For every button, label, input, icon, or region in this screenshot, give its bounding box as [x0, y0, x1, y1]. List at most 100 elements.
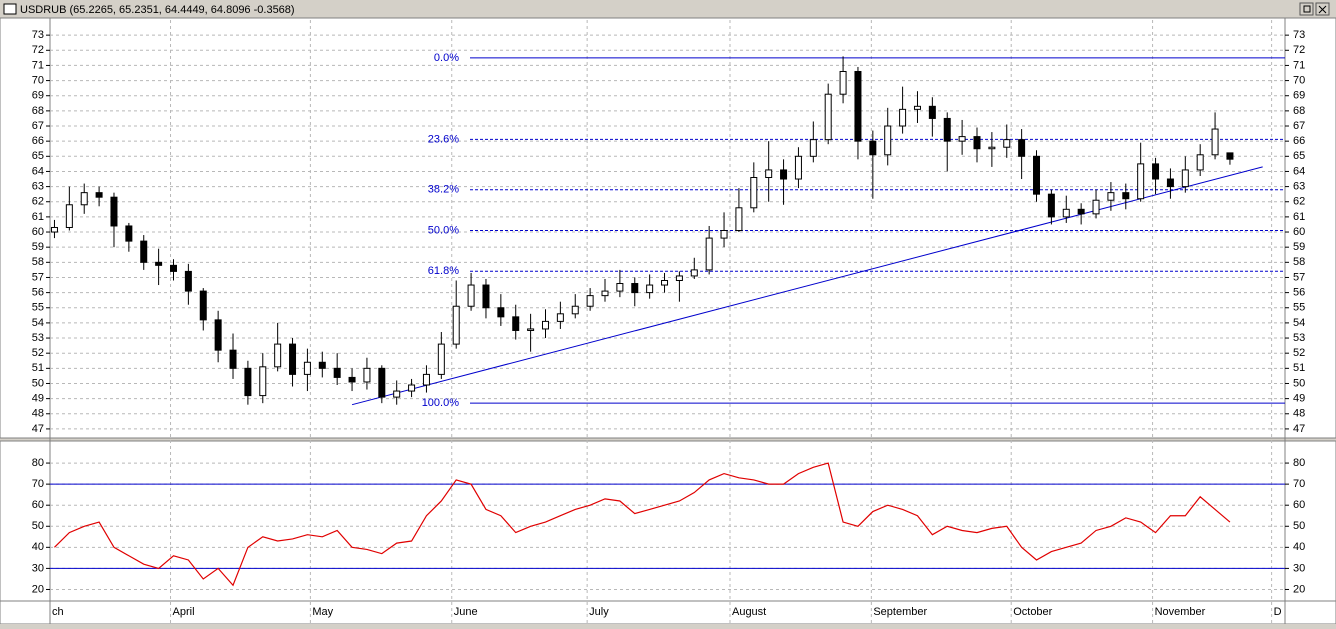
candle-body [199, 290, 207, 321]
candle-body [690, 269, 698, 277]
y-tick-label-right: 40 [1293, 541, 1305, 553]
candle-body [750, 177, 758, 209]
candle-body [928, 105, 936, 119]
candle-body [854, 70, 862, 142]
candle-body [170, 264, 177, 272]
candle-body [363, 367, 371, 383]
y-tick-label-right: 80 [1293, 457, 1305, 469]
y-tick-label-right: 56 [1293, 287, 1305, 299]
y-tick-label: 56 [32, 287, 44, 299]
candle-body [348, 376, 356, 383]
y-tick-label-right: 57 [1293, 271, 1305, 283]
candle-body [1211, 128, 1219, 156]
y-tick-label-right: 61 [1293, 211, 1305, 223]
y-tick-label: 48 [32, 408, 44, 420]
candle-body [586, 295, 594, 307]
y-tick-label: 60 [32, 499, 44, 511]
candle-body [289, 343, 297, 375]
y-tick-label: 67 [32, 120, 44, 132]
candle-body [214, 319, 222, 351]
y-tick-label-right: 49 [1293, 393, 1305, 405]
fib-label: 61.8% [428, 265, 459, 277]
y-tick-label: 53 [32, 332, 44, 344]
candle-body [80, 192, 88, 206]
y-tick-label: 47 [32, 423, 44, 435]
y-tick-label: 59 [32, 241, 44, 253]
candle-body [556, 313, 564, 322]
x-tick-label: November [1155, 606, 1206, 618]
candle-body [1137, 163, 1145, 200]
y-tick-label: 40 [32, 541, 44, 553]
fib-label: 0.0% [434, 52, 459, 64]
y-tick-label: 66 [32, 135, 44, 147]
candle-body [95, 192, 103, 198]
restore-button[interactable] [1299, 2, 1314, 16]
candle-body [437, 343, 445, 375]
y-tick-label-right: 72 [1293, 44, 1305, 56]
y-tick-label-right: 60 [1293, 499, 1305, 511]
fib-label: 23.6% [428, 133, 459, 145]
candle-body [973, 136, 981, 150]
candle-body [780, 169, 788, 180]
candle-body [155, 261, 163, 266]
candle-body [601, 290, 609, 297]
y-tick-label-right: 69 [1293, 90, 1305, 102]
y-tick-label-right: 48 [1293, 408, 1305, 420]
candle-body [1166, 178, 1174, 188]
x-tick-label: July [589, 606, 609, 618]
candle-body [1122, 192, 1130, 200]
y-tick-label-right: 60 [1293, 226, 1305, 238]
candle-body [809, 139, 817, 157]
fib-label: 100.0% [422, 397, 460, 409]
candle-body [794, 155, 802, 180]
candle-body [467, 284, 475, 307]
candle-body [869, 140, 877, 156]
candle-body [1033, 155, 1041, 195]
candle-body [110, 196, 118, 227]
y-tick-label-right: 50 [1293, 520, 1305, 532]
candle-body [125, 225, 133, 242]
y-tick-label: 68 [32, 105, 44, 117]
candle-body [839, 70, 847, 95]
candle-body [527, 328, 535, 331]
candle-body [705, 237, 713, 271]
candle-body [616, 283, 624, 292]
y-tick-label-right: 73 [1293, 29, 1305, 41]
y-tick-label-right: 68 [1293, 105, 1305, 117]
candle-body [259, 366, 267, 397]
y-tick-label-right: 71 [1293, 59, 1305, 71]
y-tick-label-right: 70 [1293, 478, 1305, 490]
y-tick-label-right: 67 [1293, 120, 1305, 132]
candle-body [943, 117, 951, 142]
candle-body [65, 204, 73, 228]
y-tick-label-right: 58 [1293, 256, 1305, 268]
candle-body [512, 316, 520, 331]
y-tick-label: 64 [32, 165, 44, 177]
y-tick-label-right: 70 [1293, 74, 1305, 86]
x-tick-label: August [732, 606, 766, 618]
x-axis-panel [0, 600, 1336, 625]
candle-body [884, 125, 892, 156]
y-tick-label: 54 [32, 317, 44, 329]
candle-body [422, 373, 430, 386]
y-tick-label: 58 [32, 256, 44, 268]
candle-body [452, 305, 460, 345]
candle-body [274, 343, 282, 368]
y-tick-label: 51 [32, 362, 44, 374]
candle-body [646, 284, 654, 294]
candle-body [1107, 192, 1115, 201]
y-tick-label: 55 [32, 302, 44, 314]
x-tick-label: October [1013, 606, 1052, 618]
x-tick-label: May [312, 606, 333, 618]
candle-body [408, 384, 416, 392]
candle-body [1018, 139, 1026, 157]
candle-body [958, 136, 966, 142]
y-tick-label-right: 53 [1293, 332, 1305, 344]
y-tick-label-right: 64 [1293, 165, 1305, 177]
y-tick-label-right: 59 [1293, 241, 1305, 253]
y-tick-label-right: 63 [1293, 181, 1305, 193]
y-tick-label: 57 [32, 271, 44, 283]
candle-body [333, 367, 341, 378]
y-tick-label: 50 [32, 377, 44, 389]
